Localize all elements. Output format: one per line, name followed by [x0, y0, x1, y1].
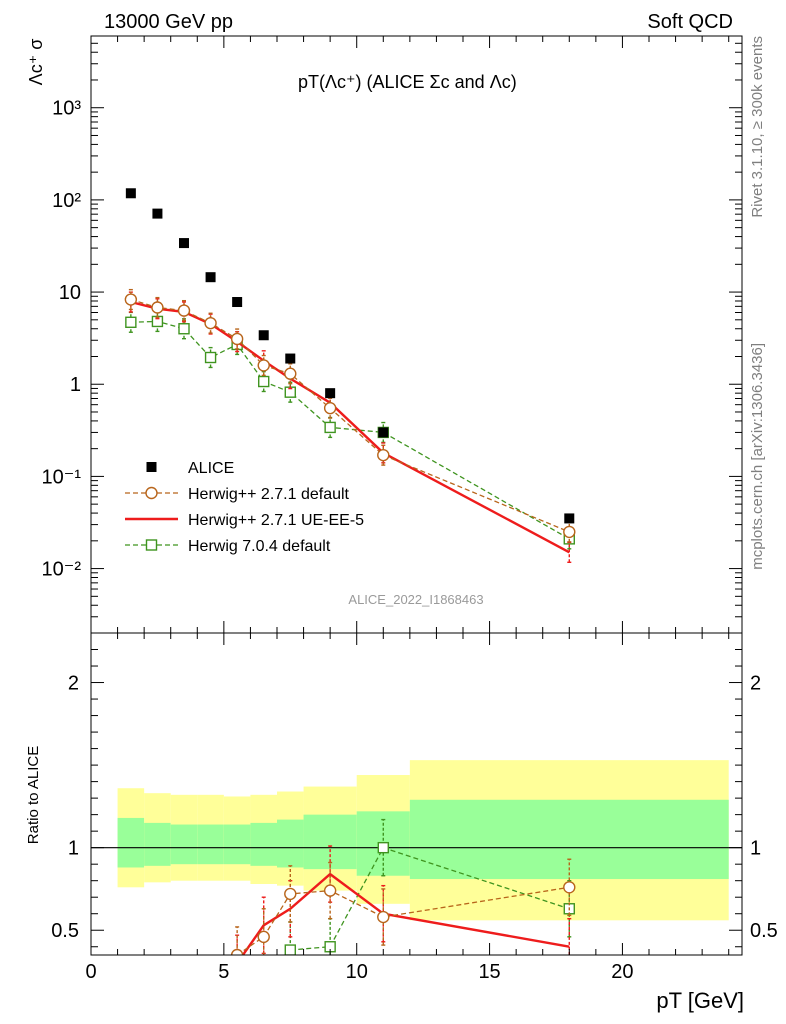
ratio-series-group: [91, 760, 742, 955]
data-point: [205, 272, 216, 283]
data-point: [285, 353, 296, 364]
ratio-tick-label-right: 1: [750, 838, 761, 860]
uncertainty-band-inner: [277, 819, 304, 868]
y-tick-label: 10³: [52, 98, 81, 120]
x-tick-label: 0: [85, 961, 96, 983]
data-point: [377, 448, 390, 462]
data-point: [151, 301, 164, 314]
data-point: [323, 884, 337, 897]
legend-entry: ALICE: [146, 460, 234, 477]
data-point: [230, 332, 244, 346]
ratio-tick-label-right: 0.5: [750, 920, 778, 942]
uncertainty-band-inner: [223, 824, 251, 865]
x-tick-label: 10: [346, 961, 368, 983]
uncertainty-band-inner: [117, 817, 145, 868]
series-line: [130, 298, 570, 533]
data-point: [284, 367, 297, 380]
mcplots-reference: mcplots.cern.ch [arXiv:1306.3436]: [749, 343, 766, 570]
legend-label: ALICE: [188, 460, 234, 477]
watermark: ALICE_2022_I1868463: [348, 592, 483, 607]
data-point: [284, 887, 297, 901]
data-point: [563, 525, 576, 539]
ratio-frame: [90, 632, 743, 956]
data-point: [146, 462, 157, 472]
energy-label: 13000 GeV pp: [104, 11, 233, 33]
y-tick-label: 10⁻²: [42, 559, 82, 581]
data-point: [125, 316, 137, 328]
uncertainty-band-inner: [170, 824, 198, 865]
x-axis-label: pT [GeV]: [656, 988, 744, 1013]
data-point: [179, 238, 189, 249]
ratio-tick-label: 0.5: [51, 920, 79, 942]
y-tick-label: 10: [59, 282, 81, 304]
ratio-plot-area: [91, 760, 742, 955]
data-point: [178, 323, 190, 335]
legend-label: Herwig 7.0.4 default: [188, 538, 331, 555]
y-axis-label-main: Λc⁺ σ: [26, 39, 46, 86]
legend-label: Herwig++ 2.7.1 default: [188, 486, 350, 503]
legend-entry: Herwig++ 2.7.1 UE-EE-5: [125, 512, 364, 529]
data-point: [230, 948, 244, 955]
data-point: [152, 208, 163, 219]
data-point: [177, 304, 191, 317]
data-point: [325, 388, 336, 399]
data-point: [378, 427, 389, 438]
y-tick-label: 10⁻¹: [42, 466, 82, 488]
x-tick-label: 5: [218, 961, 229, 983]
data-point: [145, 486, 158, 500]
data-point: [258, 375, 270, 388]
series-line: [241, 872, 570, 955]
data-point: [564, 513, 575, 524]
series-line: [290, 846, 570, 951]
data-point: [204, 351, 217, 364]
x-tick-label: 20: [611, 961, 633, 983]
ratio-tick-label: 1: [68, 838, 79, 860]
data-point: [258, 330, 269, 341]
ratio-tick-label: 2: [68, 673, 79, 695]
y-tick-label: 1: [70, 374, 81, 396]
legend: ALICE Herwig++ 2.7.1 default Herwig++ 2.7.…: [125, 460, 364, 555]
main-series-group: [124, 188, 576, 563]
data-point: [284, 944, 296, 955]
axes: 0 5 10 15 20 10⁻² 10⁻¹ 1 10 10² 10³ 0.5 0.5 1 1 2 2: [42, 35, 778, 983]
category-label: Soft QCD: [647, 11, 733, 33]
uncertainty-band-inner: [250, 822, 277, 866]
data-point: [125, 188, 136, 199]
legend-label: Herwig++ 2.7.1 UE-EE-5: [188, 512, 364, 529]
uncertainty-band-inner: [197, 824, 224, 865]
data-point: [377, 841, 389, 854]
data-point: [145, 539, 158, 551]
data-point: [257, 359, 270, 372]
legend-entry: Herwig++ 2.7.1 default: [125, 486, 350, 503]
main-plot-area: [124, 188, 576, 563]
plot-title: pT(Λc⁺) (ALICE Σc and Λc): [298, 72, 517, 92]
data-point: [563, 881, 576, 894]
uncertainty-band-inner: [144, 822, 171, 866]
rivet-version: Rivet 3.1.10, ≥ 300k events: [749, 36, 766, 218]
series-line: [130, 320, 570, 540]
x-tick-label: 15: [478, 961, 500, 983]
data-point: [323, 401, 337, 415]
data-point: [204, 316, 217, 330]
uncertainty-band-inner: [409, 799, 729, 880]
data-point: [377, 910, 390, 924]
data-point: [124, 293, 138, 306]
series-line: [130, 300, 570, 554]
y-tick-label: 10²: [52, 190, 81, 212]
data-point: [257, 930, 270, 944]
data-point: [324, 421, 336, 434]
data-point: [232, 297, 243, 308]
y-axis-label-ratio: Ratio to ALICE: [25, 746, 42, 844]
legend-entry: Herwig 7.0.4 default: [125, 538, 331, 555]
ratio-tick-label-right: 2: [750, 673, 761, 695]
